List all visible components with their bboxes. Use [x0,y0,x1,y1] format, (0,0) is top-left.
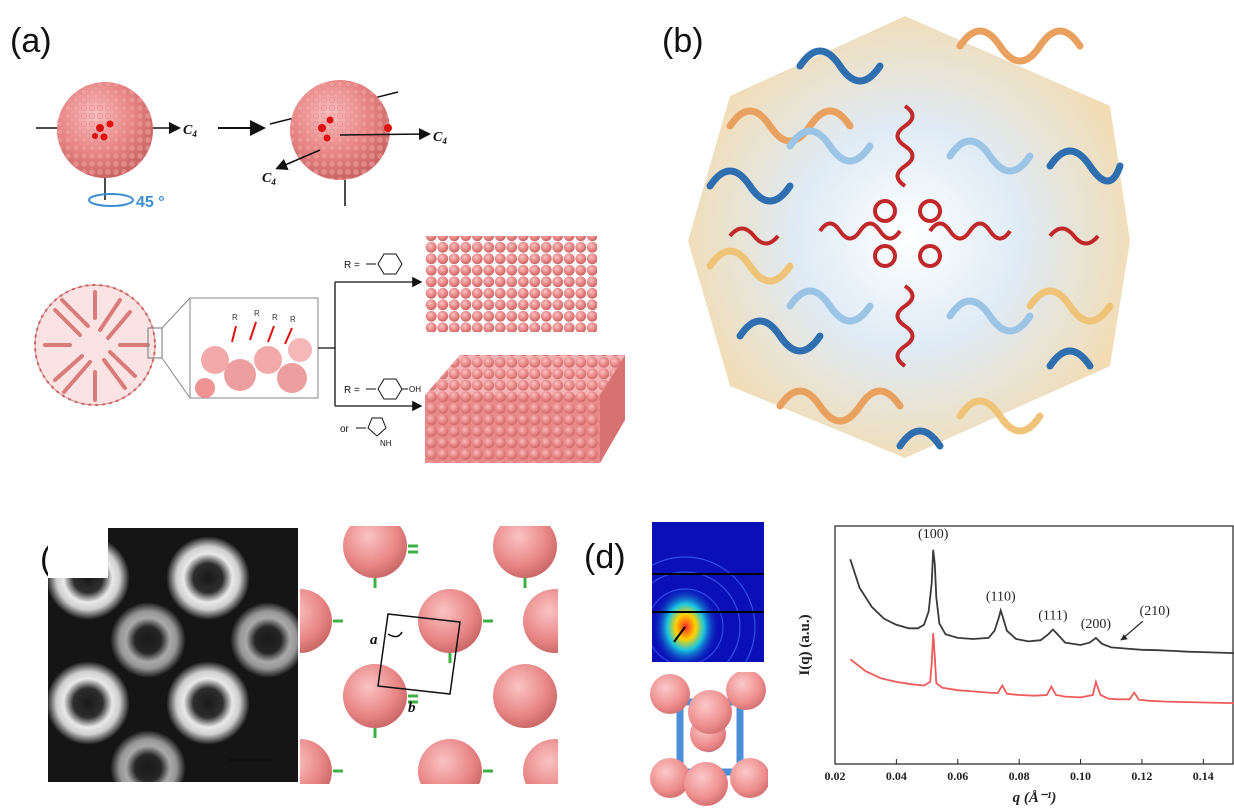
saxs-chart: 0.02 0.04 0.06 0.08 0.10 0.12 0.14 (100) (110) (… [797,525,1234,806]
panel-label-d: (d) [584,538,626,576]
panel-label-a: (a) [10,22,52,60]
c4-axis-label-3: C [262,171,272,186]
peak-label: (110) [986,589,1016,604]
rotation-label: 45 ° [136,194,165,211]
panel-a-figure: 45 ° C4 C4 C4 [34,80,625,463]
panel-c-tem-image [48,528,298,782]
peak-label: (100) [918,527,949,542]
panel-b-protein-structure [688,16,1130,458]
x-tick-label: 0.10 [1070,769,1091,783]
peak-label: (210) [1140,604,1171,619]
residue-marker-4: R [290,315,296,324]
plot-frame [834,525,1234,765]
c4-axis-label-2: C [433,130,443,145]
x-tick-label: 0.12 [1131,769,1152,783]
svg-text:C4: C4 [183,123,197,139]
series-line-1 [849,549,1234,654]
ferritin-sphere-front: 45 ° C4 [36,82,197,211]
y-axis-label: I(q) (a.u.) [797,614,813,675]
ferritin-cartoon-cage [34,284,156,406]
svg-text:C4: C4 [262,171,276,187]
panel-c-lattice-model: a b [300,526,558,784]
zoom-inset: R R R R [147,297,319,399]
c4-subscript-3: 4 [270,177,276,187]
or-label: or [340,424,350,435]
panel-d-saxs-pattern [652,522,764,662]
x-tick-label: 0.04 [886,769,907,783]
residue-marker-2: R [254,309,260,318]
2d-lattice [425,236,597,332]
r-equals-2: R = [344,385,360,396]
r-substituent-labels: R = R = OH or NH [340,253,421,448]
x-tick-label: 0.02 [825,769,846,783]
c4-axis-label-1: C [183,123,193,138]
3d-lattice [425,355,625,463]
c4-subscript-1: 4 [191,129,197,139]
branch-arrows [318,276,423,412]
svg-text:C4: C4 [433,130,447,146]
panel-label-b: (b) [662,22,704,60]
c4-subscript-2: 4 [441,136,447,146]
peak-label: (111) [1038,609,1068,624]
x-tick-label: 0.06 [947,769,968,783]
r-equals-1: R = [344,260,360,271]
residue-marker-1: R [232,313,238,322]
x-axis-label: q (Å⁻¹) [1013,790,1057,806]
unit-cell [377,613,461,695]
ferritin-sphere-rotated: C4 C4 [262,80,447,206]
lattice-a-label: a [370,632,378,648]
peak-label: (200) [1081,617,1112,632]
series-line-2 [849,633,1234,704]
residue-marker-3: R [272,313,278,322]
lattice-b-label: b [408,700,416,716]
oh-label: OH [409,385,421,394]
peak-arrowhead [1120,634,1128,641]
panel-d-bcc-model [650,672,768,806]
x-tick-label: 0.08 [1009,769,1030,783]
x-tick-label: 0.14 [1193,769,1214,783]
nh-label: NH [380,439,392,448]
